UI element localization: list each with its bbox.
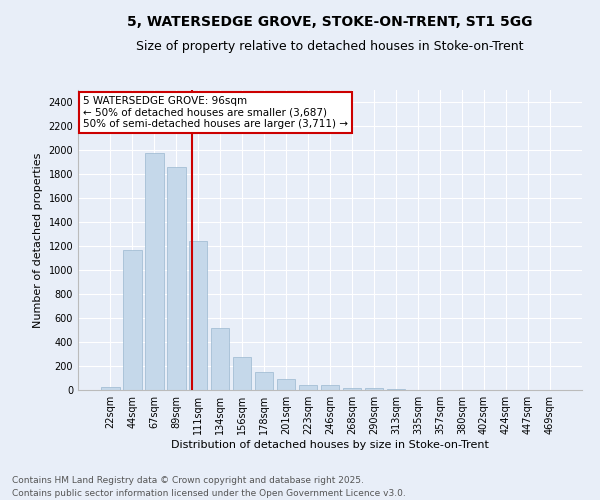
Bar	[101, 387, 119, 390]
Text: Size of property relative to detached houses in Stoke-on-Trent: Size of property relative to detached ho…	[136, 40, 524, 53]
Y-axis label: Number of detached properties: Number of detached properties	[33, 152, 43, 328]
Bar	[277, 379, 295, 390]
Bar	[299, 384, 317, 390]
Bar	[167, 167, 185, 390]
Bar	[343, 388, 361, 390]
X-axis label: Distribution of detached houses by size in Stoke-on-Trent: Distribution of detached houses by size …	[171, 440, 489, 450]
Bar	[365, 388, 383, 390]
Bar	[211, 328, 229, 390]
Bar	[233, 357, 251, 390]
Bar	[189, 241, 208, 390]
Text: Contains public sector information licensed under the Open Government Licence v3: Contains public sector information licen…	[12, 488, 406, 498]
Bar	[145, 153, 164, 390]
Text: Contains HM Land Registry data © Crown copyright and database right 2025.: Contains HM Land Registry data © Crown c…	[12, 476, 364, 485]
Bar	[123, 250, 142, 390]
Text: 5, WATERSEDGE GROVE, STOKE-ON-TRENT, ST1 5GG: 5, WATERSEDGE GROVE, STOKE-ON-TRENT, ST1…	[127, 15, 533, 29]
Bar	[255, 372, 274, 390]
Text: 5 WATERSEDGE GROVE: 96sqm
← 50% of detached houses are smaller (3,687)
50% of se: 5 WATERSEDGE GROVE: 96sqm ← 50% of detac…	[83, 96, 348, 129]
Bar	[320, 384, 340, 390]
